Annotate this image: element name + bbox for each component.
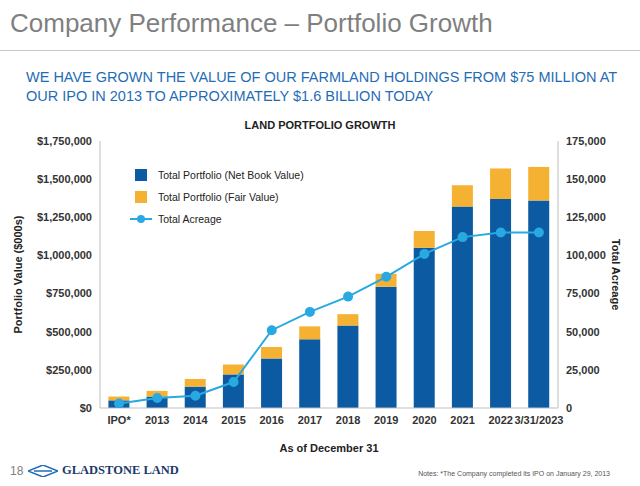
- svg-text:Total Acreage: Total Acreage: [610, 239, 622, 311]
- svg-text:$250,000: $250,000: [46, 364, 92, 376]
- svg-text:$1,000,000: $1,000,000: [37, 249, 92, 261]
- svg-text:2022: 2022: [489, 414, 513, 426]
- html-text:Total Acreage: Total Acreage: [158, 213, 222, 225]
- svg-text:2016: 2016: [260, 414, 284, 426]
- svg-text:100,000: 100,000: [566, 249, 606, 261]
- svg-text:150,000: 150,000: [566, 173, 606, 185]
- svg-text:$500,000: $500,000: [46, 326, 92, 338]
- html-text:Total Portfolio (Net Book Valu: Total Portfolio (Net Book Value): [158, 169, 304, 181]
- svg-text:2014: 2014: [183, 414, 208, 426]
- html-text:Company Performance – Portfoli: Company Performance – Portfolio Growth: [10, 8, 493, 38]
- svg-text:2017: 2017: [298, 414, 322, 426]
- svg-text:$1,750,000: $1,750,000: [37, 135, 92, 147]
- svg-text:0: 0: [566, 402, 572, 414]
- svg-text:$0: $0: [80, 402, 92, 414]
- html-text:GLADSTONE LAND: GLADSTONE LAND: [62, 463, 179, 477]
- svg-text:$1,250,000: $1,250,000: [37, 211, 92, 223]
- svg-text:2020: 2020: [412, 414, 436, 426]
- svg-text:$750,000: $750,000: [46, 287, 92, 299]
- svg-text:IPO*: IPO*: [107, 414, 131, 426]
- html-text:WE HAVE GROWN THE VALUE OF OUR: WE HAVE GROWN THE VALUE OF OUR FARMLAND …: [26, 69, 617, 104]
- svg-text:2018: 2018: [336, 414, 360, 426]
- html-text:Total Portfolio (Fair Value): Total Portfolio (Fair Value): [158, 191, 279, 203]
- svg-text:2021: 2021: [450, 414, 474, 426]
- svg-text:As of December 31: As of December 31: [279, 442, 378, 454]
- svg-text:$1,500,000: $1,500,000: [37, 173, 92, 185]
- html-text:LAND PORTFOLIO GROWTH: LAND PORTFOLIO GROWTH: [244, 119, 396, 131]
- svg-text:2013: 2013: [145, 414, 169, 426]
- svg-text:25,000: 25,000: [566, 364, 600, 376]
- svg-text:50,000: 50,000: [566, 326, 600, 338]
- svg-text:125,000: 125,000: [566, 211, 606, 223]
- svg-text:3/31/2023: 3/31/2023: [514, 414, 563, 426]
- svg-text:Portfolio Value ($000s): Portfolio Value ($000s): [12, 215, 24, 333]
- html-text:Notes: *The Company completed: Notes: *The Company completed its IPO on…: [418, 470, 610, 477]
- svg-text:2019: 2019: [374, 414, 398, 426]
- svg-text:75,000: 75,000: [566, 287, 600, 299]
- html-text:18: 18: [10, 464, 24, 478]
- svg-text:175,000: 175,000: [566, 135, 606, 147]
- svg-text:2015: 2015: [221, 414, 245, 426]
